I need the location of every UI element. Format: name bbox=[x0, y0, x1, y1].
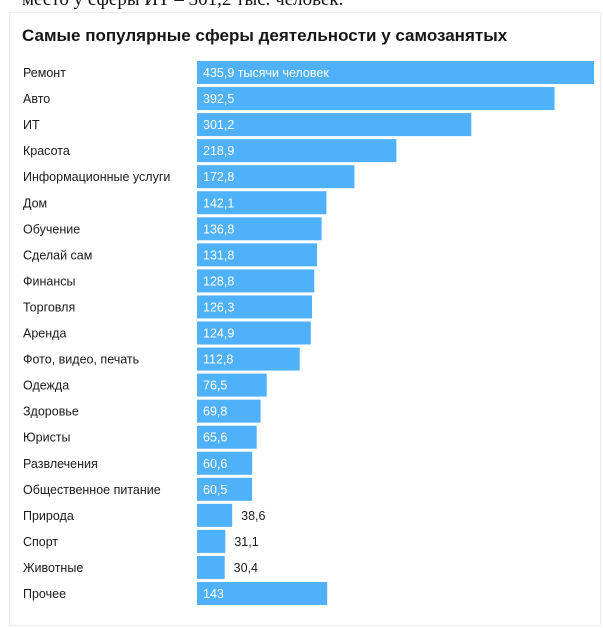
value-label: 136,8 bbox=[203, 222, 234, 236]
value-label: 112,8 bbox=[203, 353, 233, 367]
bar-row: Аренда 124,9 bbox=[23, 321, 311, 345]
bar-row: Общественное питание 60,5 bbox=[23, 477, 253, 501]
bar-row: Спорт 31,1 bbox=[23, 529, 259, 553]
bar bbox=[197, 529, 226, 553]
bar-row: Здоровье 69,8 bbox=[23, 399, 261, 423]
category-label: Ремонт bbox=[23, 66, 66, 80]
bar bbox=[197, 139, 397, 163]
value-label: 69,8 bbox=[203, 405, 227, 419]
bar bbox=[197, 191, 327, 215]
category-label: Дом bbox=[23, 196, 47, 210]
category-label: Обучение bbox=[23, 222, 80, 236]
bar-row: Развлечения 60,6 bbox=[23, 451, 253, 475]
value-label: 131,8 bbox=[203, 248, 234, 262]
value-label: 128,8 bbox=[203, 274, 234, 288]
category-label: Природа bbox=[23, 509, 74, 523]
bar-row: Авто 392,5 bbox=[23, 87, 555, 111]
article-text-fragment: место у сферы ИТ – 301,2 тыс. человек. bbox=[22, 0, 343, 11]
category-label: Торговля bbox=[23, 300, 75, 314]
category-label: Общественное питание bbox=[23, 483, 161, 497]
category-label: Сделай сам bbox=[23, 248, 92, 262]
bar bbox=[197, 555, 225, 579]
bar-row: Одежда 76,5 bbox=[23, 373, 267, 397]
category-label: Информационные услуги bbox=[23, 170, 170, 184]
bar-row: Природа 38,6 bbox=[23, 503, 266, 527]
value-label: 143 bbox=[203, 587, 224, 601]
value-label: 38,6 bbox=[241, 509, 265, 523]
bar bbox=[197, 425, 257, 449]
value-label: 218,9 bbox=[203, 144, 234, 158]
bar bbox=[197, 321, 311, 345]
value-label: 60,6 bbox=[203, 457, 227, 471]
value-label: 392,5 bbox=[203, 92, 234, 106]
bar-row: Фото, видео, печать 112,8 bbox=[23, 347, 300, 371]
value-label: 301,2 bbox=[203, 118, 234, 132]
category-label: Одежда bbox=[23, 379, 69, 393]
bar bbox=[197, 347, 300, 371]
value-label: 435,9 тысячи человек bbox=[203, 66, 329, 80]
category-label: Прочее bbox=[23, 587, 66, 601]
bar-row: Красота 218,9 bbox=[23, 139, 397, 163]
category-label: Красота bbox=[23, 144, 70, 158]
bar bbox=[197, 582, 328, 605]
value-label: 124,9 bbox=[203, 327, 234, 341]
category-label: ИТ bbox=[23, 118, 40, 132]
category-label: Развлечения bbox=[23, 457, 98, 471]
bar bbox=[197, 269, 315, 293]
bar bbox=[197, 295, 312, 319]
bar-row: Сделай сам 131,8 bbox=[23, 243, 317, 267]
bar-row: Прочее 143 bbox=[23, 582, 328, 605]
value-label: 142,1 bbox=[203, 196, 234, 210]
bar-row: Животные 30,4 bbox=[23, 555, 258, 579]
bar bbox=[197, 399, 261, 423]
bar-row: Ремонт 435,9 тысячи человек bbox=[23, 61, 594, 84]
value-label: 65,6 bbox=[203, 431, 227, 445]
bar bbox=[197, 373, 267, 397]
value-label: 60,5 bbox=[203, 483, 227, 497]
bar-row: Дом 142,1 bbox=[23, 191, 327, 215]
value-label: 76,5 bbox=[203, 379, 227, 393]
category-label: Спорт bbox=[23, 535, 58, 549]
bar bbox=[197, 165, 355, 189]
bar-row: ИТ 301,2 bbox=[23, 113, 472, 137]
category-label: Финансы bbox=[23, 274, 75, 288]
bar bbox=[197, 477, 253, 501]
bar bbox=[197, 113, 472, 137]
bar-row: Информационные услуги 172,8 bbox=[23, 165, 355, 189]
value-label: 126,3 bbox=[203, 300, 234, 314]
bar-row: Юристы 65,6 bbox=[23, 425, 257, 449]
bar-row: Торговля 126,3 bbox=[23, 295, 312, 319]
bar bbox=[197, 217, 322, 241]
value-label: 31,1 bbox=[234, 535, 258, 549]
bar bbox=[197, 243, 317, 267]
category-label: Авто bbox=[23, 92, 50, 106]
value-label: 30,4 bbox=[234, 561, 258, 575]
category-label: Аренда bbox=[23, 327, 66, 341]
value-label: 172,8 bbox=[203, 170, 234, 184]
bar bbox=[197, 503, 233, 527]
bar bbox=[197, 451, 253, 475]
category-label: Здоровье bbox=[23, 405, 79, 419]
chart-title: Самые популярные сферы деятельности у са… bbox=[22, 26, 508, 45]
category-label: Фото, видео, печать bbox=[23, 353, 139, 367]
bar-row: Финансы 128,8 bbox=[23, 269, 315, 293]
category-label: Юристы bbox=[23, 431, 71, 445]
bar bbox=[197, 61, 594, 84]
category-label: Животные bbox=[23, 561, 83, 575]
bar-row: Обучение 136,8 bbox=[23, 217, 322, 241]
bar bbox=[197, 87, 555, 111]
